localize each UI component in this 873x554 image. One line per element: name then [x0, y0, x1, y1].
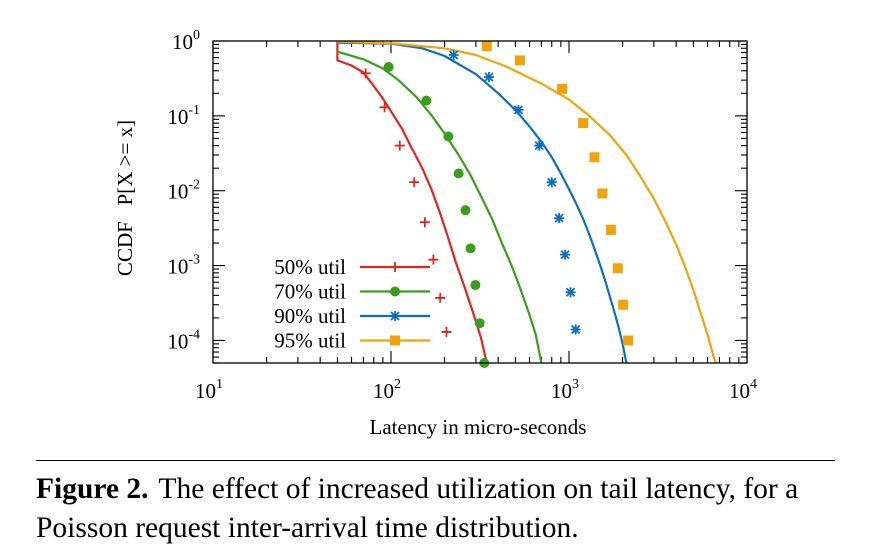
data-point-95-util [514, 55, 525, 66]
data-point-95-util [589, 152, 600, 163]
y-tick-label: 100 [172, 28, 200, 54]
data-point-50-util [435, 292, 446, 303]
legend-label-90-util: 90% util [274, 304, 346, 328]
data-point-95-util [623, 335, 634, 346]
data-point-90-util [448, 50, 459, 61]
series-line-70-util [337, 50, 543, 363]
data-point-95-util [597, 188, 608, 199]
legend-marker-95-util [390, 335, 400, 346]
series-markers [360, 41, 634, 368]
y-tick-label: 10-2 [167, 178, 200, 204]
y-tick-label: 10-4 [167, 327, 200, 353]
data-point-90-util [483, 72, 494, 83]
data-point-90-util [513, 104, 524, 115]
data-point-90-util [570, 324, 581, 335]
figure-caption: Figure 2. The effect of increased utiliza… [36, 470, 846, 548]
data-point-70-util [465, 243, 476, 254]
data-point-70-util [443, 131, 454, 142]
y-axis-title: CCDF P[X >= x] [113, 120, 137, 276]
data-point-50-util [428, 254, 439, 265]
data-point-70-util [460, 205, 471, 216]
caption-divider [36, 460, 835, 461]
data-point-95-util [605, 224, 616, 235]
data-point-90-util [534, 140, 545, 151]
caption-text: The effect of increased utilization on t… [36, 473, 799, 544]
series-line-90-util [337, 41, 628, 363]
data-point-95-util [481, 41, 492, 52]
legend-marker-70-util [390, 286, 400, 297]
data-point-50-util [360, 68, 371, 79]
data-point-95-util [557, 83, 568, 94]
x-tick-labels: 101 102 103 104 [195, 377, 757, 403]
x-tick-label: 104 [729, 377, 757, 403]
data-point-50-util [409, 177, 420, 188]
data-point-50-util [419, 217, 430, 228]
y-tick-labels: 100 10-1 10-2 10-3 10-4 [167, 28, 200, 353]
data-point-95-util [618, 299, 629, 310]
ccdf-chart: 101 102 103 104 100 10-1 10-2 10-3 10-4 Latency… [113, 28, 757, 439]
data-point-70-util [470, 280, 481, 291]
data-point-70-util [453, 168, 464, 179]
data-point-90-util [546, 177, 557, 188]
legend-label-95-util: 95% util [274, 329, 346, 353]
plot-frame [212, 40, 748, 364]
x-tick-label: 101 [195, 377, 223, 403]
figure-label: Figure 2. [36, 473, 149, 505]
legend-label-50-util: 50% util [274, 255, 346, 279]
data-point-95-util [612, 263, 623, 274]
legend-label-70-util: 70% util [274, 280, 346, 304]
data-point-70-util [421, 95, 432, 106]
data-point-50-util [379, 102, 390, 113]
x-tick-label: 103 [551, 377, 579, 403]
data-point-90-util [565, 287, 576, 298]
series-lines [336, 41, 718, 363]
y-tick-label: 10-1 [167, 103, 200, 129]
data-point-70-util [474, 318, 485, 329]
data-point-90-util [560, 249, 571, 260]
series-line-50-util [336, 41, 488, 363]
data-point-90-util [554, 213, 565, 224]
data-point-50-util [441, 326, 452, 337]
data-point-70-util [383, 61, 394, 72]
data-point-95-util [578, 118, 589, 129]
legend-marker-90-util [390, 311, 400, 321]
data-point-50-util [394, 140, 405, 151]
legend-marker-50-util [390, 262, 400, 272]
y-tick-label: 10-3 [167, 253, 200, 279]
axis-ticks [212, 40, 748, 364]
series-line-95-util [337, 41, 718, 363]
x-axis-title: Latency in micro-seconds [370, 415, 587, 439]
x-tick-label: 102 [373, 377, 401, 403]
